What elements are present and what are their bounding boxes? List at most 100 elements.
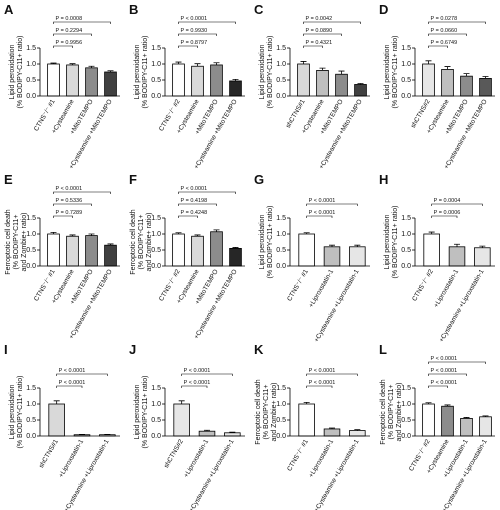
y-axis-label: (% BODIPY-C11+ (138, 214, 145, 269)
y-tick-label: 1.0 (151, 231, 161, 238)
p-value: P = 0.4321 (306, 40, 333, 46)
y-tick-label: 1.0 (401, 61, 411, 68)
y-axis-label: (% BODIPY-C11+ ratio) (142, 36, 149, 109)
x-tick-label: +Liproxstatin-1 (308, 438, 336, 479)
x-tick-label: +Cysteamine +Liproxstatin-1 (313, 268, 361, 343)
bar (172, 233, 185, 267)
error-bar (357, 83, 364, 85)
bar (474, 247, 491, 267)
significance-bracket (431, 215, 458, 218)
p-value: P = 0.0278 (431, 16, 458, 22)
y-axis-label: and Zombie+ ratio) (396, 383, 403, 442)
y-tick-label: 0.5 (401, 77, 411, 84)
y-tick-label: 0.5 (151, 77, 161, 84)
error-bar (444, 404, 451, 407)
y-tick-label: 1.0 (276, 231, 286, 238)
y-tick-label: 1.0 (276, 401, 286, 408)
bar (323, 428, 341, 437)
p-value: P < 0.0001 (309, 210, 336, 216)
y-axis-label: Lipid peroxidation (134, 384, 141, 439)
error-bar (354, 244, 361, 247)
y-tick-label: 0.0 (151, 93, 161, 100)
bar (198, 430, 216, 437)
p-value: P = 0.4198 (181, 198, 208, 204)
y-tick-label: 0.0 (151, 433, 161, 440)
y-tick-label: 0.5 (401, 417, 411, 424)
error-bar (194, 234, 201, 237)
significance-bracket (428, 385, 448, 388)
bar (66, 235, 79, 267)
p-value: P = 0.0890 (306, 28, 333, 34)
panel-label: B (129, 2, 138, 17)
panel-label: J (129, 342, 136, 357)
y-axis-label: Lipid peroxidation (259, 214, 266, 269)
error-bar (300, 61, 307, 64)
p-value: P < 0.0001 (431, 356, 458, 362)
error-bar (319, 67, 326, 71)
x-tick-label: +Cysteamine +Liproxstatin-1 (188, 438, 236, 510)
error-bar (354, 429, 361, 431)
p-value: P < 0.0001 (309, 198, 336, 204)
significance-bracket (178, 33, 217, 36)
x-tick-label: +Cysteamine +Liproxstatin-1 (438, 268, 486, 343)
significance-bracket (303, 33, 342, 36)
error-bar (69, 234, 76, 237)
significance-bracket (428, 33, 467, 36)
panel-label: G (254, 172, 264, 187)
y-axis-label: (% BODIPY-C11+ ratio) (267, 206, 274, 279)
y-axis-label: Ferroptotic cell death (5, 209, 12, 274)
p-value: P = 0.0004 (434, 198, 461, 204)
y-tick-label: 1.5 (401, 45, 411, 52)
p-value: P < 0.0001 (181, 16, 208, 22)
y-tick-label: 0.5 (26, 247, 36, 254)
y-tick-label: 1.5 (151, 45, 161, 52)
bar (323, 246, 341, 267)
bar (460, 417, 473, 437)
panel-label: H (379, 172, 388, 187)
y-tick-label: 0.5 (26, 77, 36, 84)
y-tick-label: 0.0 (26, 93, 36, 100)
bar (85, 67, 98, 97)
x-tick-label: +Liproxstatin-1 (183, 438, 211, 479)
bar (460, 75, 473, 97)
error-bar (425, 60, 432, 64)
y-tick-label: 0.5 (151, 247, 161, 254)
p-value: P = 0.0042 (306, 16, 333, 22)
bar (316, 70, 329, 97)
significance-bracket (53, 45, 73, 48)
significance-bracket (53, 203, 92, 206)
p-value: P = 0.0008 (56, 16, 83, 22)
error-bar (178, 400, 185, 404)
panel-label: F (129, 172, 137, 187)
p-value: P < 0.0001 (184, 380, 211, 386)
bar (298, 233, 315, 267)
y-axis-label: Lipid peroxidation (384, 44, 391, 99)
error-bar (232, 78, 239, 81)
error-bar (50, 232, 57, 234)
significance-bracket (431, 203, 483, 206)
x-tick-label: CTNS⁻/⁻ #1 (286, 438, 310, 472)
y-axis-label: and Zombie+ ratio) (146, 213, 153, 272)
y-tick-label: 1.0 (151, 61, 161, 68)
y-tick-label: 1.5 (276, 215, 286, 222)
error-bar (479, 245, 486, 248)
bar (354, 84, 367, 97)
x-tick-label: shCTNS#2 (163, 438, 185, 469)
significance-bracket (428, 361, 486, 364)
panel-label: A (4, 2, 14, 17)
y-axis-label: (% BODIPY-C11+ (388, 384, 395, 439)
bar (441, 69, 454, 97)
y-tick-label: 1.5 (276, 385, 286, 392)
y-tick-label: 1.0 (26, 61, 36, 68)
y-axis-label: (% BODIPY-C11+ (263, 384, 270, 439)
significance-bracket (178, 215, 198, 218)
error-bar (53, 400, 60, 404)
p-value: P = 0.0006 (434, 210, 461, 216)
y-tick-label: 1.5 (26, 45, 36, 52)
y-tick-label: 1.0 (26, 231, 36, 238)
bar (191, 235, 204, 267)
y-tick-label: 0.0 (401, 433, 411, 440)
p-value: P = 0.4248 (181, 210, 208, 216)
significance-bracket (306, 203, 358, 206)
error-bar (229, 431, 236, 433)
